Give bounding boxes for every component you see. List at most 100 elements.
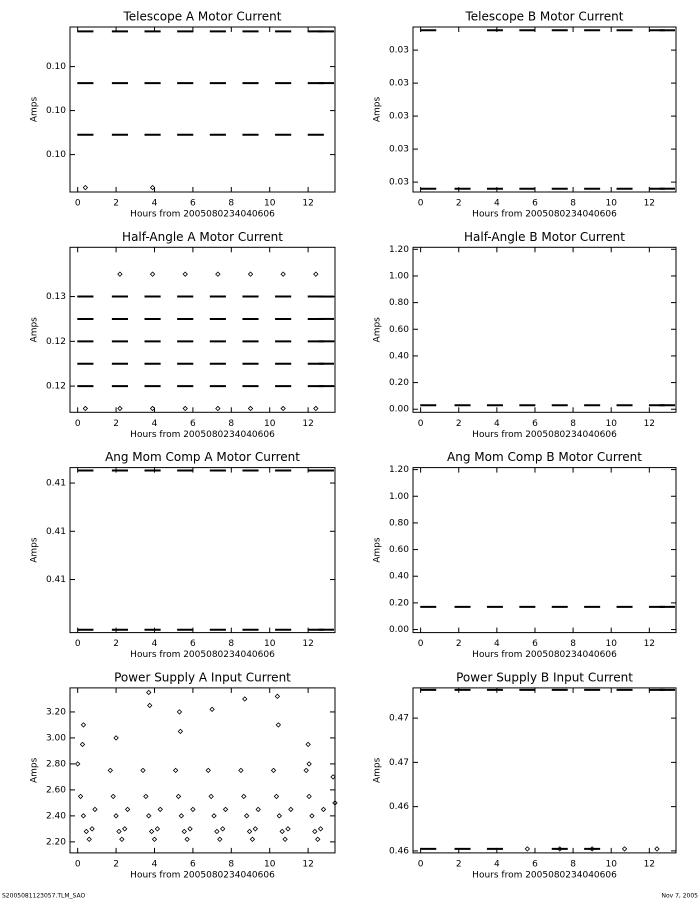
y-tick-label: 0.80 <box>389 518 409 528</box>
x-tick-label: 10 <box>605 859 617 869</box>
x-tick-label: 4 <box>152 859 158 869</box>
data-point <box>117 271 123 277</box>
data-point <box>330 774 336 780</box>
x-tick-label: 6 <box>532 639 538 649</box>
data-point <box>151 836 158 842</box>
data-point <box>107 767 114 774</box>
x-tick-label: 0 <box>418 419 424 429</box>
x-tick-label: 6 <box>190 639 196 649</box>
data-point <box>147 702 153 709</box>
y-tick-label: 0.03 <box>389 112 409 122</box>
x-tick-label: 4 <box>494 639 500 649</box>
data-point <box>79 741 86 748</box>
plot-frame <box>412 687 677 854</box>
data-point <box>122 826 128 832</box>
y-axis-label: Amps <box>373 537 383 563</box>
y-axis-label: Amps <box>373 757 383 783</box>
data-point <box>178 813 185 819</box>
y-axis-label: Amps <box>30 317 40 343</box>
data-point <box>117 405 123 412</box>
x-tick-label: 6 <box>190 419 196 429</box>
chart-title: Ang Mom Comp B Motor Current <box>447 450 642 464</box>
data-point <box>82 184 89 191</box>
y-tick-label: 1.20 <box>389 465 409 475</box>
y-tick-label: 0.03 <box>389 178 409 188</box>
data-point <box>247 405 254 412</box>
data-point <box>149 405 156 412</box>
data-point <box>279 828 285 835</box>
data-point <box>182 271 188 277</box>
y-tick-label: 0.00 <box>389 625 409 635</box>
footer-right: Nov 7, 2005 <box>661 893 698 900</box>
data-point <box>113 813 119 819</box>
x-tick-label: 10 <box>264 419 276 429</box>
x-axis-label: Hours from 2005080234040606 <box>130 430 275 440</box>
y-tick-label: 0.46 <box>389 846 409 856</box>
y-tick-label: 0.12 <box>46 337 66 347</box>
data-point <box>86 836 92 842</box>
data-point <box>313 405 319 412</box>
x-tick-label: 2 <box>113 419 119 429</box>
data-point <box>243 813 250 819</box>
x-tick-label: 4 <box>152 639 158 649</box>
data-point <box>146 689 152 696</box>
data-point <box>309 813 315 819</box>
x-tick-label: 2 <box>113 859 119 869</box>
data-point <box>157 806 163 813</box>
x-tick-label: 2 <box>113 639 119 649</box>
x-tick-label: 4 <box>152 419 158 429</box>
y-tick-label: 0.40 <box>389 572 409 582</box>
data-point <box>119 836 125 842</box>
x-tick-label: 12 <box>644 639 655 649</box>
x-tick-label: 6 <box>532 419 538 429</box>
data-point <box>82 405 89 412</box>
y-tick-label: 1.00 <box>389 492 409 502</box>
y-tick-label: 0.13 <box>46 292 66 302</box>
y-tick-label: 0.47 <box>389 714 409 724</box>
data-point <box>273 793 280 800</box>
x-tick-label: 4 <box>152 199 158 209</box>
data-point <box>217 836 223 842</box>
data-point <box>190 806 196 813</box>
data-point <box>172 767 179 774</box>
x-tick-label: 8 <box>228 639 234 649</box>
data-point <box>282 836 288 842</box>
x-tick-label: 10 <box>605 639 617 649</box>
data-point <box>80 722 87 728</box>
data-point <box>255 806 261 813</box>
data-point <box>241 793 247 800</box>
x-tick-label: 2 <box>456 639 462 649</box>
data-point <box>211 813 217 819</box>
data-point <box>589 846 595 852</box>
y-tick-label: 0.80 <box>389 298 409 308</box>
data-point <box>181 828 187 835</box>
y-tick-label: 2.60 <box>46 785 66 795</box>
y-tick-label: 0.41 <box>46 479 66 489</box>
y-tick-label: 0.20 <box>389 598 409 608</box>
data-point <box>89 826 95 832</box>
x-tick-label: 12 <box>302 859 313 869</box>
x-axis-label: Hours from 2005080234040606 <box>130 650 275 660</box>
plot-frame <box>412 26 677 193</box>
x-tick-label: 10 <box>605 199 617 209</box>
x-tick-label: 0 <box>418 639 424 649</box>
y-tick-label: 0.46 <box>389 802 409 812</box>
x-tick-label: 8 <box>228 419 234 429</box>
y-tick-label: 0.00 <box>389 405 409 415</box>
x-axis-label: Hours from 2005080234040606 <box>472 650 617 660</box>
data-point <box>74 761 81 767</box>
footer-left: S2005081123057.TLM_SAO <box>2 893 85 900</box>
x-tick-label: 12 <box>644 419 655 429</box>
data-point <box>274 693 281 700</box>
data-point <box>182 405 188 412</box>
data-point <box>215 405 221 412</box>
data-point <box>280 271 286 277</box>
y-tick-label: 3.00 <box>46 733 66 743</box>
plot-frame <box>69 246 336 413</box>
x-tick-label: 4 <box>494 199 500 209</box>
chart-title: Ang Mom Comp A Motor Current <box>105 450 300 464</box>
plot-frame <box>69 467 336 634</box>
data-point <box>246 828 253 835</box>
data-point <box>146 813 152 819</box>
